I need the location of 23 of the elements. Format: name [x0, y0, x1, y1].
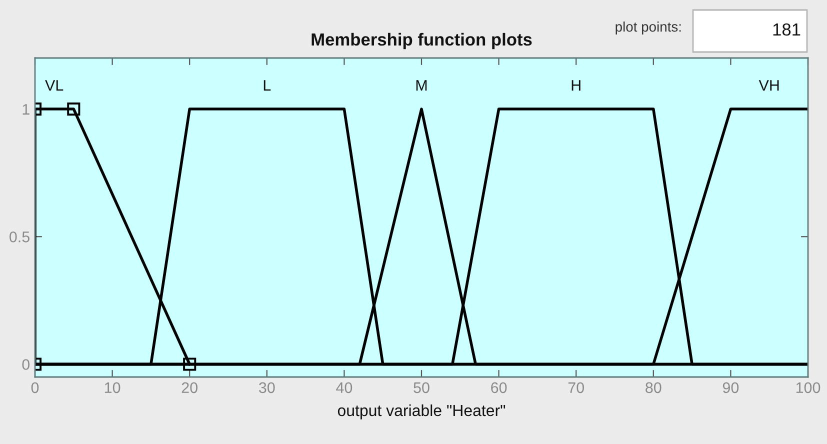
series-label: M — [416, 80, 427, 91]
text: 181 — [773, 23, 800, 36]
y-tick-label: 0.5 — [10, 232, 30, 242]
x-tick-label: 70 — [568, 382, 584, 394]
y-tick-label: 1 — [22, 104, 30, 115]
x-tick-label: 10 — [104, 382, 120, 394]
series-label: H — [572, 80, 580, 91]
x-tick-label: 80 — [646, 382, 662, 394]
x-tick-label: 60 — [491, 382, 507, 394]
x-tick-label: 20 — [182, 382, 198, 394]
x-tick-label: 0 — [31, 382, 39, 394]
x-axis-title: output variable "Heater" — [338, 404, 506, 420]
x-tick-label: 30 — [258, 382, 275, 394]
y-tick-label: 0 — [22, 359, 30, 370]
series-label: VL — [45, 80, 64, 91]
x-tick-label: 50 — [414, 382, 430, 394]
text: plot points: — [616, 22, 681, 34]
x-tick-label: 40 — [336, 382, 352, 394]
x-tick-label: 100 — [796, 382, 820, 394]
chart-title: Membership function plots — [312, 32, 532, 50]
series-label: L — [264, 80, 271, 91]
x-tick-label: 90 — [722, 382, 739, 394]
series-label: VH — [758, 80, 779, 91]
